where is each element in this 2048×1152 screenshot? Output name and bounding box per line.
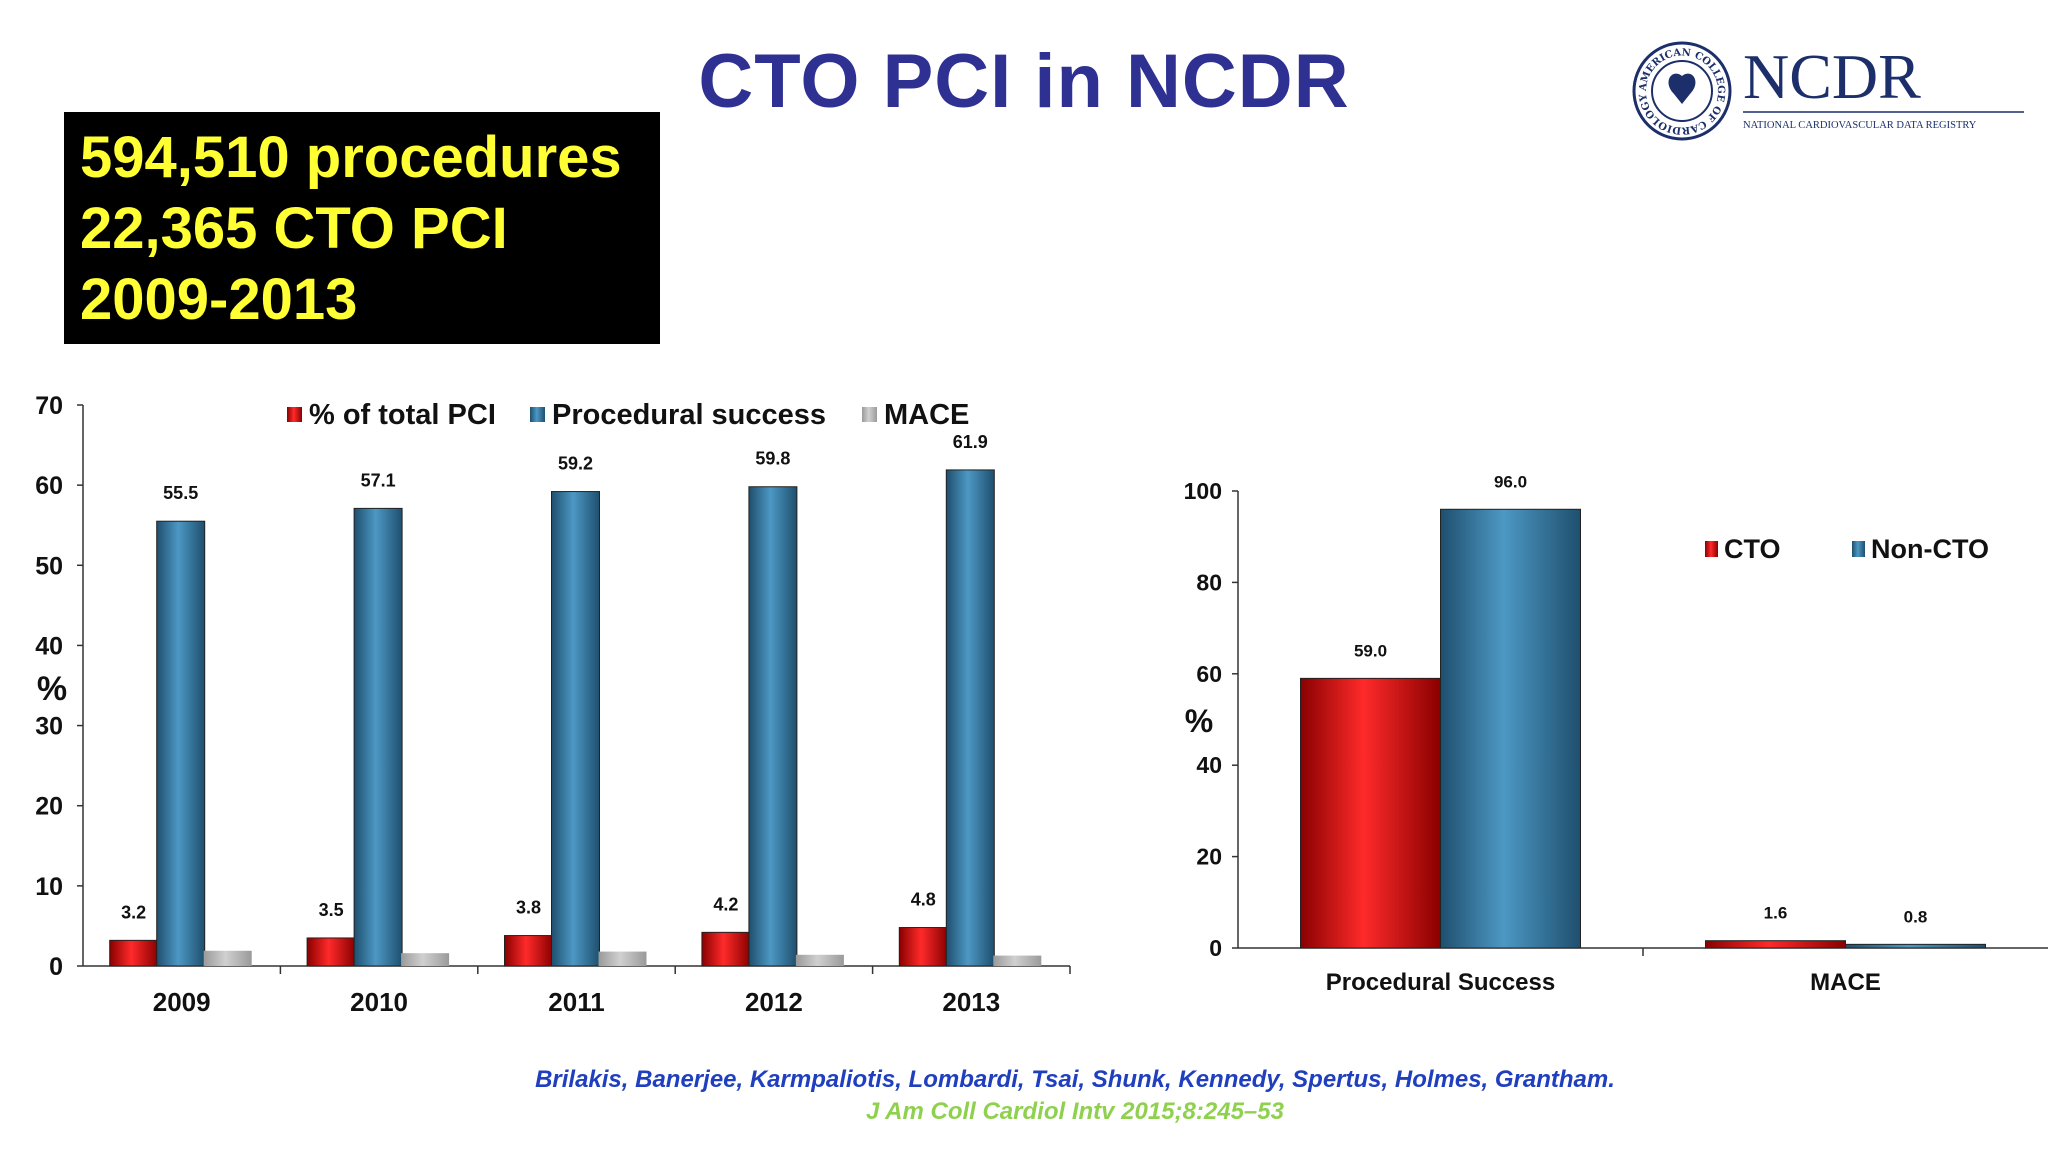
legend-swatch-procedural-success bbox=[530, 407, 545, 422]
y-axis-title: % bbox=[37, 670, 67, 708]
x-tick-label: 2012 bbox=[745, 987, 803, 1017]
data-label-of-total-pci: 4.8 bbox=[911, 890, 936, 910]
y-tick-label: 100 bbox=[1184, 478, 1222, 504]
yearly-bar-chart: 0 10 20 30 40 50 60 70% 2009 3.2 55.5 2010 3.5 57.1 20… bbox=[35, 392, 1071, 1017]
y-tick-label: 0 bbox=[49, 953, 63, 981]
data-label-of-total-pci: 4.2 bbox=[713, 894, 738, 914]
data-label-procedural-success: 59.8 bbox=[755, 449, 790, 469]
ncdr-logo: AMERICAN COLLEGE OF CARDIOLOGY NCDR NATI… bbox=[1632, 41, 2024, 141]
y-tick-label: 70 bbox=[35, 392, 63, 420]
y-tick-label: 20 bbox=[1196, 844, 1222, 870]
y-tick-label: 80 bbox=[1196, 569, 1222, 595]
data-label-procedural-success: 57.1 bbox=[361, 470, 396, 490]
bar-mace-2010 bbox=[401, 953, 450, 966]
bar-of-total-pci-2012 bbox=[701, 931, 751, 967]
y-tick-label: 10 bbox=[35, 873, 63, 901]
logo-name: NCDR bbox=[1743, 41, 1921, 112]
x-tick-label: 2011 bbox=[548, 987, 604, 1017]
x-tick-label: 2013 bbox=[942, 987, 1000, 1017]
data-label-of-total-pci: 3.2 bbox=[121, 902, 146, 922]
bar-procedural-success-2012 bbox=[748, 486, 798, 967]
data-label-of-total-pci: 3.5 bbox=[319, 900, 344, 920]
data-label-cto: 59.0 bbox=[1354, 641, 1387, 660]
bar-non-cto-mace bbox=[1845, 943, 1986, 949]
legend-label-mace: MACE bbox=[884, 399, 969, 431]
logo-subtitle: NATIONAL CARDIOVASCULAR DATA REGISTRY bbox=[1743, 120, 1977, 131]
bar-procedural-success-2009 bbox=[156, 520, 206, 967]
summary-years: 2009-2013 bbox=[80, 267, 358, 332]
heart-icon bbox=[1668, 73, 1696, 104]
y-tick-label: 40 bbox=[35, 632, 63, 660]
y-tick-label: 60 bbox=[35, 472, 63, 500]
bar-of-total-pci-2013 bbox=[898, 927, 948, 967]
legend-label-cto: CTO bbox=[1724, 534, 1781, 564]
y-tick-label: 60 bbox=[1196, 661, 1222, 687]
data-label-non-cto: 96.0 bbox=[1494, 472, 1527, 491]
citation-journal: J Am Coll Cardiol Intv 2015;8:245–53 bbox=[866, 1098, 1284, 1125]
x-tick-label: 2010 bbox=[350, 987, 408, 1017]
data-label-cto: 1.6 bbox=[1764, 904, 1788, 923]
bar-procedural-success-2010 bbox=[353, 507, 403, 967]
y-tick-label: 50 bbox=[35, 552, 63, 580]
summary-box: 594,510 procedures 22,365 CTO PCI 2009-2… bbox=[64, 112, 660, 344]
bar-of-total-pci-2011 bbox=[504, 935, 553, 967]
bar-procedural-success-2011 bbox=[551, 491, 600, 967]
legend-label-non-cto: Non-CTO bbox=[1871, 534, 1989, 564]
bar-mace-2013 bbox=[993, 955, 1042, 966]
y-tick-label: 0 bbox=[1209, 935, 1222, 961]
y-axis-title: % bbox=[1185, 703, 1213, 739]
slide-title: CTO PCI in NCDR bbox=[698, 39, 1350, 124]
bar-mace-2011 bbox=[598, 951, 647, 966]
legend-swatch-of-total-pci bbox=[287, 407, 302, 422]
x-tick-label: MACE bbox=[1810, 969, 1881, 996]
bar-cto-mace bbox=[1705, 940, 1846, 949]
y-tick-label: 30 bbox=[35, 713, 63, 741]
summary-cto-pci: 22,365 CTO PCI bbox=[80, 196, 508, 261]
bar-of-total-pci-2009 bbox=[109, 939, 159, 967]
legend-label-of-total-pci: % of total PCI bbox=[309, 399, 496, 431]
bar-of-total-pci-2010 bbox=[306, 937, 356, 967]
data-label-procedural-success: 55.5 bbox=[163, 483, 198, 503]
bar-procedural-success-2013 bbox=[945, 469, 995, 967]
data-label-of-total-pci: 3.8 bbox=[516, 898, 541, 918]
legend-swatch-mace bbox=[862, 407, 877, 422]
x-tick-label: Procedural Success bbox=[1326, 969, 1555, 996]
bar-non-cto-procedural-success bbox=[1440, 508, 1581, 949]
bar-mace-2009 bbox=[203, 950, 252, 966]
bar-mace-2012 bbox=[795, 954, 844, 966]
legend-label-procedural-success: Procedural success bbox=[552, 399, 826, 431]
y-tick-label: 20 bbox=[35, 793, 63, 821]
data-label-procedural-success: 61.9 bbox=[953, 432, 988, 452]
legend-swatch-cto bbox=[1705, 541, 1718, 557]
data-label-non-cto: 0.8 bbox=[1904, 907, 1928, 926]
summary-procedures: 594,510 procedures bbox=[80, 125, 622, 190]
bar-cto-procedural-success bbox=[1300, 677, 1441, 949]
x-tick-label: 2009 bbox=[153, 987, 211, 1017]
cto-vs-noncto-bar-chart: 0 20 40 60 80 100% Procedural Success 59.0 96.0 M… bbox=[1184, 472, 2048, 996]
y-tick-label: 40 bbox=[1196, 752, 1222, 778]
seal-inner-ring bbox=[1651, 60, 1713, 122]
legend-swatch-non-cto bbox=[1852, 541, 1865, 557]
citation-authors: Brilakis, Banerjee, Karmpaliotis, Lombar… bbox=[535, 1066, 1615, 1093]
data-label-procedural-success: 59.2 bbox=[558, 454, 593, 474]
